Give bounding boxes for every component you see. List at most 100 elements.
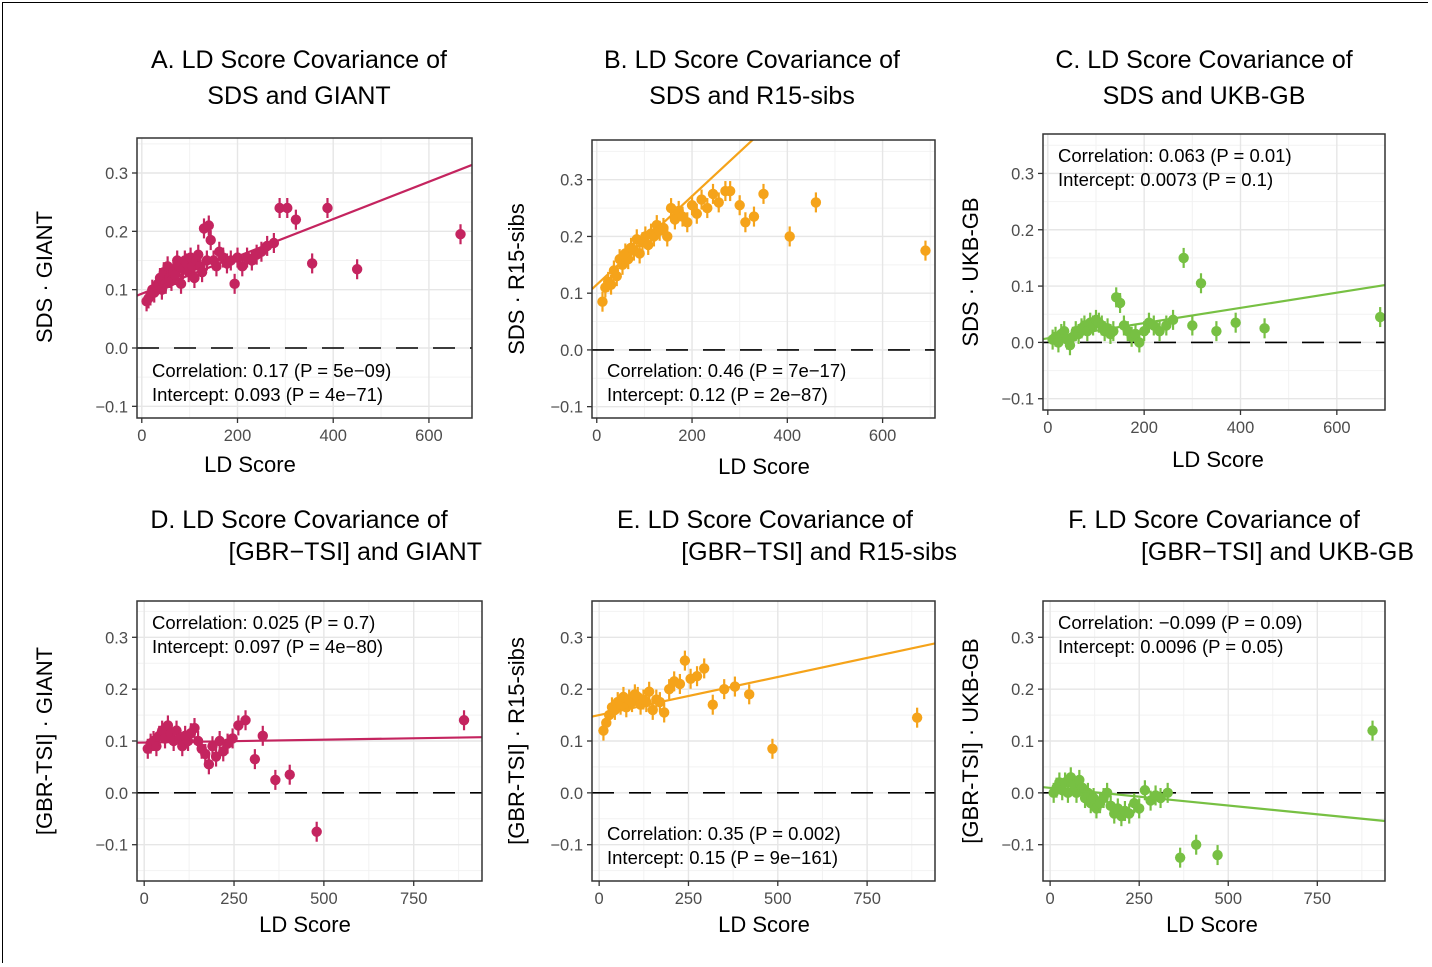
panel-a-data-point (455, 229, 466, 240)
panel-b-data-point (810, 197, 822, 208)
panel-b-x-tick-label: 0 (592, 427, 601, 445)
panel-c-data-point (1195, 278, 1207, 289)
panel-c-intercept-label: Intercept: 0.0073 (P = 0.1) (1058, 169, 1273, 190)
panel-f-x-axis-label: LD Score (1166, 912, 1258, 937)
panel-f-y-tick-label: 0.0 (1011, 785, 1034, 803)
panel-a-x-tick-label: 200 (224, 427, 252, 445)
panel-c-regression-line (1043, 283, 1385, 341)
panel-d: D. LD Score Covariance of [GBR−TSI] and G… (32, 506, 483, 937)
panel-c-plot-area (1043, 247, 1385, 356)
panel-e-data-point (767, 743, 778, 754)
panel-a-regression-line (137, 163, 472, 297)
panel-f-x-tick-label: 750 (1304, 890, 1332, 908)
panel-a-data-point (274, 202, 285, 214)
panel-c-data-point (1374, 311, 1385, 323)
panel-d-data-point (233, 720, 244, 731)
panel-c-title-line1: C. LD Score Covariance of (1055, 46, 1352, 74)
panel-e-y-tick-label: 0.0 (560, 785, 583, 803)
panel-f-data-point (1174, 852, 1186, 863)
panel-c-background (1043, 134, 1385, 410)
panel-f-y-tick-label: −0.1 (1001, 837, 1034, 855)
panel-a-data-point (290, 214, 302, 225)
panel-e-data-point (911, 712, 923, 723)
panel-b-plot-area (592, 140, 935, 351)
panel-d-y-tick-label: −0.1 (95, 837, 128, 855)
panel-f-x-tick-label: 250 (1125, 890, 1153, 908)
panel-b-data-point (724, 185, 736, 197)
panel-c-data-point (1259, 323, 1270, 334)
panel-a-y-tick-label: 0.2 (105, 223, 128, 241)
panel-f-intercept-label: Intercept: 0.0096 (P = 0.05) (1058, 636, 1283, 657)
panel-b-data-point (597, 296, 608, 307)
panel-d-correlation-label: Correlation: 0.025 (P = 0.7) (152, 612, 375, 633)
panel-e-data-point (707, 699, 718, 710)
panel-f-x-tick-label: 500 (1214, 890, 1242, 908)
panel-b-y-tick-label: −0.1 (550, 399, 583, 417)
panel-b-data-point (696, 194, 707, 205)
panel-d-title-line2: [GBR−TSI] and GIANT (228, 538, 482, 566)
panel-e-regression-line (592, 642, 935, 718)
panel-e: E. LD Score Covariance of [GBR−TSI] and R… (504, 506, 957, 937)
panel-a-x-axis-label: LD Score (204, 452, 296, 477)
panel-c-data-point (1114, 297, 1126, 309)
panel-c-data-point (1134, 337, 1145, 348)
panel-a-data-point (237, 261, 248, 272)
panel-d-data-point (189, 722, 200, 734)
panel-a-data-point (306, 258, 318, 269)
panel-f-y-axis-label: [GBR-TSI] · UKB-GB (958, 638, 983, 843)
panel-e-y-tick-label: 0.1 (560, 733, 583, 751)
panel-d-intercept-label: Intercept: 0.097 (P = 4e−80) (152, 636, 383, 657)
panel-b-y-axis-label: SDS · R15-sibs (504, 203, 529, 355)
panel-f-data-point (1190, 839, 1202, 850)
panel-d-y-axis-label: [GBR-TSI] · GIANT (32, 647, 57, 835)
panel-d-data-point (240, 715, 251, 726)
panel-a-y-tick-label: 0.3 (105, 165, 128, 183)
panel-d-data-point (284, 769, 295, 780)
panel-d-data-point (270, 774, 281, 786)
panel-a-y-axis-label: SDS · GIANT (32, 211, 57, 343)
panel-b-x-tick-label: 600 (869, 427, 897, 445)
panel-d-x-tick-label: 500 (310, 890, 338, 908)
panel-c-y-tick-label: 0.1 (1011, 278, 1034, 296)
panel-e-y-tick-label: −0.1 (550, 837, 583, 855)
panel-a-data-point (282, 202, 293, 214)
panel-f-x-tick-label: 0 (1046, 890, 1055, 908)
panel-c-y-axis-label: SDS · UKB-GB (958, 197, 983, 346)
panel-b-correlation-label: Correlation: 0.46 (P = 7e−17) (607, 360, 846, 381)
panel-c-x-axis-label: LD Score (1172, 447, 1264, 472)
panel-b-data-point (734, 200, 745, 211)
panel-c-y-tick-label: 0.0 (1011, 334, 1034, 352)
panel-f-data-point (1212, 849, 1223, 861)
panel-b-intercept-label: Intercept: 0.12 (P = 2e−87) (607, 384, 828, 405)
panel-c-data-point (1130, 328, 1141, 340)
panel-b-data-point (758, 188, 769, 200)
panel-d-data-point (218, 746, 229, 757)
panel-e-title-line2: [GBR−TSI] and R15-sibs (681, 538, 957, 566)
panel-a-data-point (170, 269, 181, 281)
panel-f-data-point (1139, 785, 1151, 796)
panel-f-data-point (1124, 808, 1135, 819)
panel-b-title-line1: B. LD Score Covariance of (604, 46, 900, 74)
panel-c-border (1042, 133, 1386, 411)
panel-b-data-point (748, 211, 760, 222)
panel-e-data-point (674, 678, 686, 690)
panel-b-y-tick-label: 0.2 (560, 228, 583, 246)
panel-e-correlation-label: Correlation: 0.35 (P = 0.002) (607, 823, 841, 844)
panel-d-data-point (203, 759, 215, 770)
panel-a-y-tick-label: 0.1 (105, 282, 128, 300)
panel-d-x-axis-label: LD Score (259, 912, 351, 937)
panel-c-data-point (1178, 252, 1189, 264)
panel-a-correlation-label: Correlation: 0.17 (P = 5e−09) (152, 360, 391, 381)
panel-b-data-point (713, 197, 724, 208)
panel-b-data-point (662, 231, 673, 242)
panel-d-y-tick-label: 0.1 (105, 733, 128, 751)
panel-f-plot-area (1043, 720, 1385, 868)
panel-d-plot-area (137, 710, 482, 842)
panel-c-correlation-label: Correlation: 0.063 (P = 0.01) (1058, 145, 1292, 166)
panel-e-data-point (679, 655, 691, 666)
panel-c-y-tick-label: −0.1 (1001, 391, 1034, 409)
panel-e-data-point (663, 683, 675, 695)
panel-e-intercept-label: Intercept: 0.15 (P = 9e−161) (607, 847, 838, 868)
panel-a-data-point (229, 278, 240, 290)
